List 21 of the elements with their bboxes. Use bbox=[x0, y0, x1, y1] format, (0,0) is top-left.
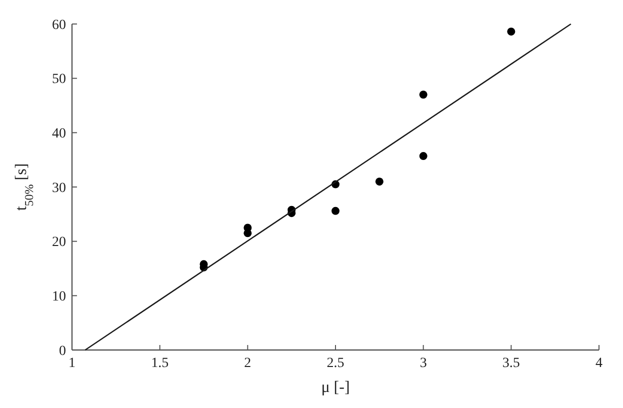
x-axis-title: μ [-] bbox=[321, 379, 350, 396]
y-tick-label: 50 bbox=[52, 72, 66, 88]
point bbox=[419, 90, 428, 99]
y-tick-label: 30 bbox=[52, 180, 66, 196]
x-tick-label: 4 bbox=[596, 356, 602, 371]
y-tick-label: 20 bbox=[52, 235, 66, 250]
x-tick-label: 2.5 bbox=[326, 356, 344, 371]
y-tick-label: 10 bbox=[52, 290, 66, 305]
x-tick-label: 1 bbox=[68, 356, 76, 371]
x-tick-label: 2 bbox=[244, 356, 252, 371]
x-tick-label: 3.5 bbox=[502, 356, 520, 371]
point bbox=[244, 229, 252, 238]
point bbox=[375, 178, 384, 186]
y-tick-label: 0 bbox=[59, 344, 66, 359]
point bbox=[419, 152, 428, 160]
point bbox=[507, 28, 516, 36]
y-tick-label: 40 bbox=[52, 126, 66, 142]
x-tick-label: 1.5 bbox=[151, 356, 169, 371]
y-tick-label: 60 bbox=[52, 18, 66, 33]
x-tick-label: 3 bbox=[420, 356, 427, 371]
point bbox=[332, 206, 340, 215]
